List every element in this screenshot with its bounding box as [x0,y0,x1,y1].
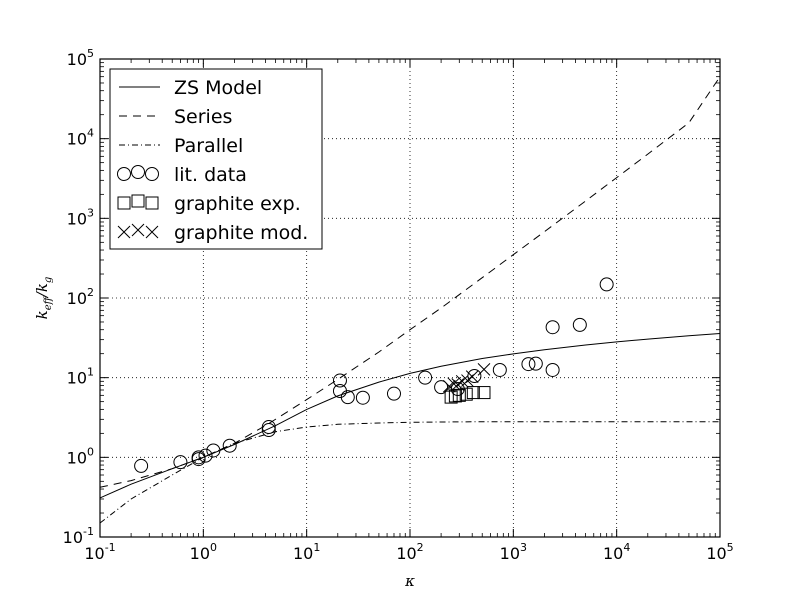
data-point-circle [261,423,276,438]
legend-label: graphite exp. [174,193,301,215]
legend-label: Parallel [174,135,243,157]
data-point-square [444,390,458,404]
data-point-circle [492,362,507,377]
data-point-circle [332,373,347,388]
y-tick-label: 100 [67,445,94,467]
legend-box [109,68,323,250]
y-tick-label: 104 [67,127,94,149]
data-point-circle [528,356,543,371]
y-tick-label: 105 [67,47,94,69]
data-point-x [477,363,491,376]
data-point-circle [261,420,276,435]
data-point-x [447,377,461,391]
x-tick-label: 103 [500,541,527,563]
legend-label: Series [174,106,232,128]
data-point-circle [467,368,482,383]
legend-marker-square [145,196,159,210]
y-tick-label: 103 [67,206,94,228]
data-point-circle [545,362,560,377]
data-point-circle [191,450,206,465]
data-point-circle [206,443,221,458]
data-point-x [455,374,469,388]
series-line-parallel [99,421,720,524]
data-point-circle [572,317,587,332]
data-point-circle [599,277,614,292]
y-axis-label: keff/kg [33,277,54,320]
data-point-square [459,387,473,401]
legend-marker-square [117,196,131,210]
legend-marker-square [131,194,145,208]
data-point-circle [521,357,536,372]
x-tick-label: 102 [396,541,423,563]
x-tick-label: 105 [706,541,733,563]
legend-marker-circle [131,165,145,179]
legend-label: ZS Model [174,77,262,99]
data-point-circle [340,390,355,405]
y-tick-label: 102 [67,286,94,308]
data-point-circle [134,458,149,473]
series-line-series [99,76,721,488]
data-point-circle [434,380,449,395]
legend-label: lit. data [174,164,247,186]
data-point-circle [198,448,213,463]
x-tick-label: 101 [293,541,320,563]
data-point-circle [173,455,188,470]
x-tick-label: 100 [190,541,217,563]
legend-label: graphite mod. [174,222,308,244]
legend-marker-x [117,225,131,239]
x-axis-label: κ [404,572,415,590]
data-point-x [442,379,456,393]
legend-marker-x [131,223,145,237]
x-tick-label: 10-1 [84,541,115,563]
data-point-circle [222,438,237,453]
data-point-x [465,370,479,383]
data-point-square [448,389,462,403]
legend-marker-x [145,225,159,239]
data-point-circle [355,390,370,405]
data-point-circle [545,320,560,335]
legend-marker-circle [117,167,131,181]
x-tick-label: 104 [603,541,630,563]
legend-marker-circle [145,167,159,181]
data-point-circle [386,386,401,401]
y-tick-label: 101 [67,366,94,388]
y-tick-label: 10-1 [63,525,94,547]
data-point-square [477,386,491,400]
data-point-circle [418,370,433,385]
